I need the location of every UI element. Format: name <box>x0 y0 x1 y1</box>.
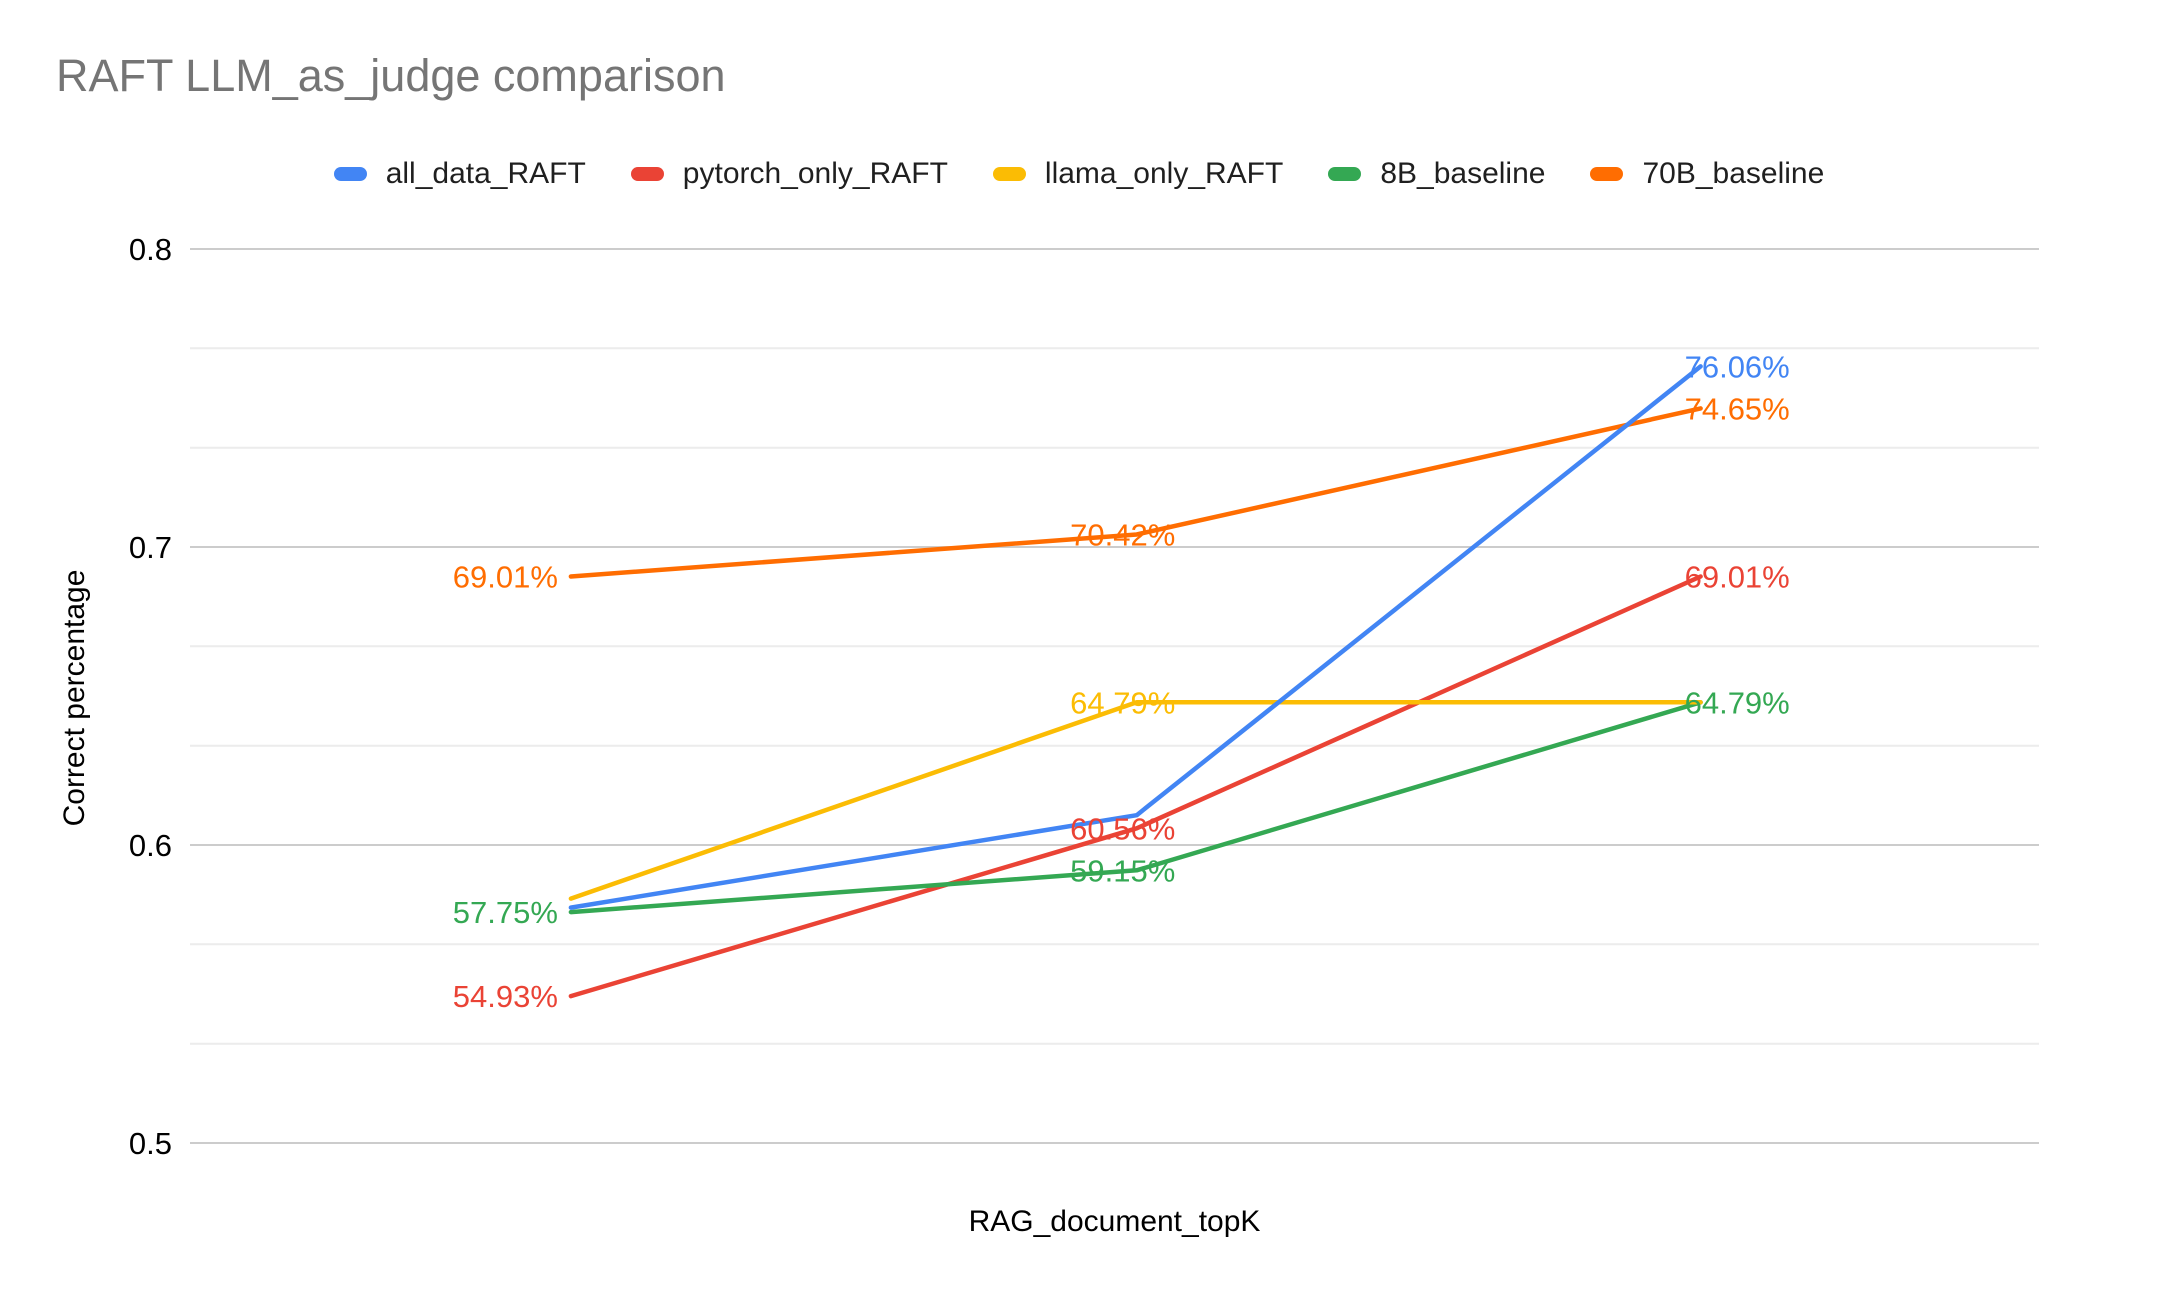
data-label-all_data_RAFT: 76.06% <box>1685 349 1790 384</box>
x-axis-title: RAG_document_topK <box>968 1205 1261 1238</box>
y-tick-label: 0.6 <box>129 828 172 863</box>
data-label-70B_baseline: 69.01% <box>453 560 558 595</box>
data-label-70B_baseline: 70.42% <box>1070 518 1175 553</box>
legend-item-8B_baseline: 8B_baseline <box>1328 157 1545 191</box>
data-label-pytorch_only_RAFT: 60.56% <box>1070 811 1175 846</box>
data-label-pytorch_only_RAFT: 69.01% <box>1685 560 1790 595</box>
data-label-8B_baseline: 59.15% <box>1070 853 1175 888</box>
data-label-llama_only_RAFT: 64.79% <box>1070 685 1175 720</box>
legend-swatch-icon <box>992 167 1026 181</box>
chart-legend: all_data_RAFT pytorch_only_RAFT llama_only… <box>0 152 2158 196</box>
legend-label: 70B_baseline <box>1642 157 1825 190</box>
series-line-llama_only_RAFT <box>568 700 1703 901</box>
legend-swatch-icon <box>630 167 664 181</box>
y-axis-title: Correct percentage <box>58 569 91 827</box>
legend-item-70B_baseline: 70B_baseline <box>1590 157 1824 191</box>
chart-title: RAFT LLM_as_judge comparison <box>56 50 726 101</box>
series-line-pytorch_only_RAFT <box>568 574 1703 999</box>
legend-item-llama_only_RAFT: llama_only_RAFT <box>992 157 1284 191</box>
legend-swatch-icon <box>1328 167 1362 181</box>
data-label-70B_baseline: 74.65% <box>1685 391 1790 426</box>
y-tick-label: 0.8 <box>129 232 172 267</box>
legend-swatch-icon <box>333 167 367 181</box>
legend-label: 8B_baseline <box>1380 157 1546 190</box>
legend-swatch-icon <box>1590 167 1624 181</box>
series-line-8B_baseline <box>568 700 1703 915</box>
y-tick-label: 0.5 <box>129 1126 172 1161</box>
legend-item-pytorch_only_RAFT: pytorch_only_RAFT <box>630 157 948 191</box>
legend-label: all_data_RAFT <box>385 157 586 190</box>
data-label-8B_baseline: 64.79% <box>1685 685 1790 720</box>
series-line-70B_baseline <box>568 406 1703 579</box>
legend-item-all_data_RAFT: all_data_RAFT <box>333 157 586 191</box>
data-label-8B_baseline: 57.75% <box>453 895 558 930</box>
legend-label: pytorch_only_RAFT <box>682 157 948 190</box>
legend-label: llama_only_RAFT <box>1044 157 1284 190</box>
y-tick-label: 0.7 <box>129 530 172 565</box>
series-line-all_data_RAFT <box>568 364 1703 910</box>
data-label-pytorch_only_RAFT: 54.93% <box>453 979 558 1014</box>
